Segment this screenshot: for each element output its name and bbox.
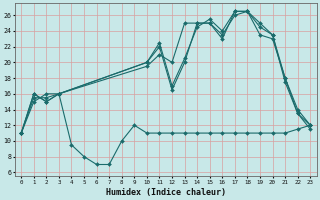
X-axis label: Humidex (Indice chaleur): Humidex (Indice chaleur) [106,188,226,197]
